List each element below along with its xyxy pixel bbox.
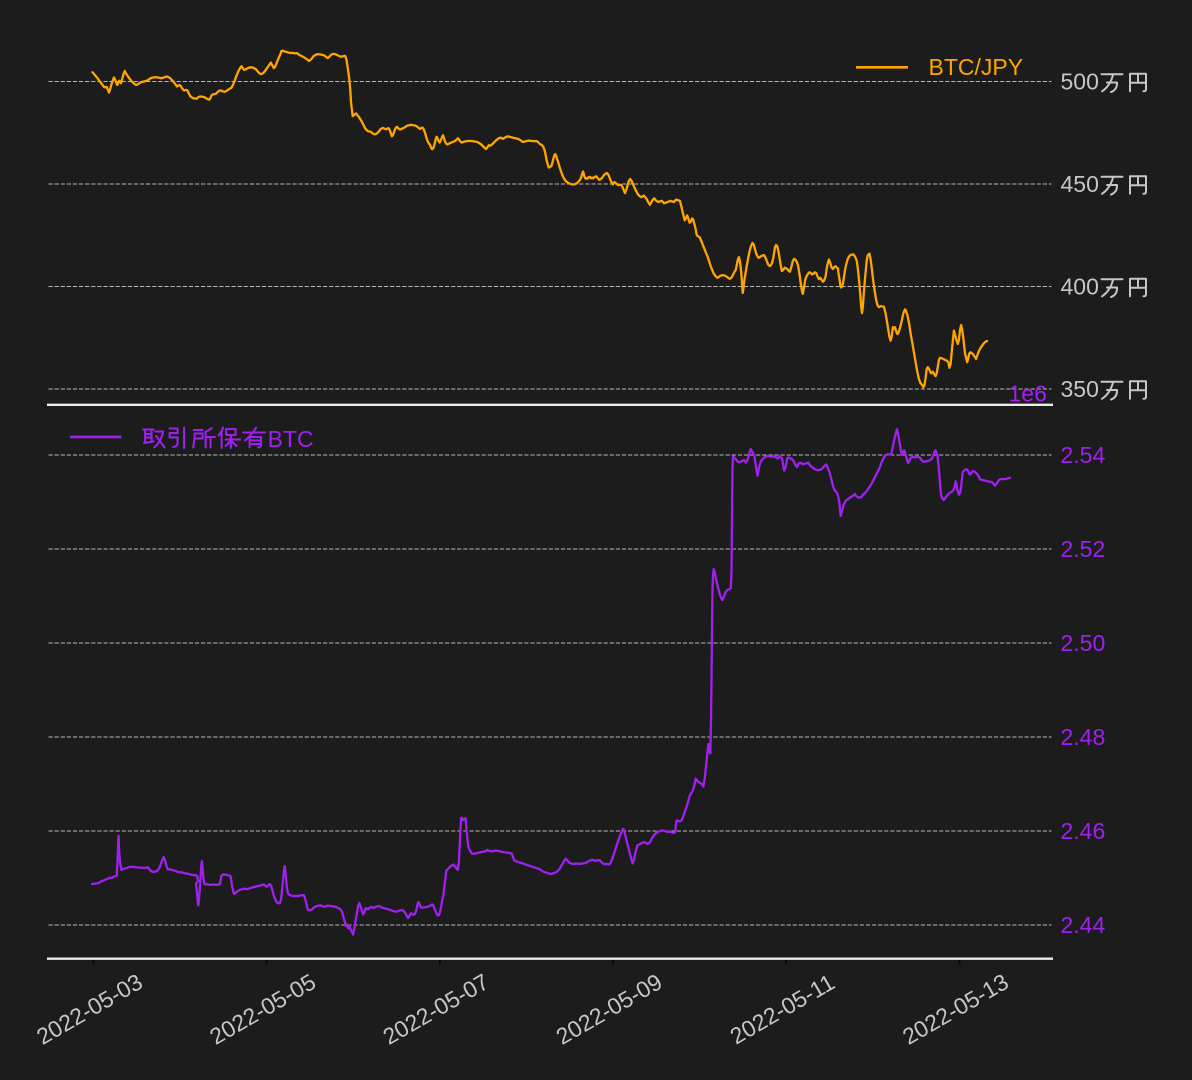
svg-text:2.46: 2.46 [1061, 818, 1106, 844]
svg-text:2.54: 2.54 [1061, 442, 1106, 468]
svg-text:500: 500 [1061, 69, 1099, 95]
svg-text:350: 350 [1061, 376, 1099, 402]
svg-text:2.48: 2.48 [1061, 724, 1106, 750]
svg-text:BTC: BTC [268, 426, 314, 452]
svg-text:BTC/JPY: BTC/JPY [929, 54, 1024, 80]
svg-text:1e6: 1e6 [1009, 381, 1047, 407]
svg-text:2.50: 2.50 [1061, 630, 1106, 656]
svg-text:2.52: 2.52 [1061, 536, 1106, 562]
svg-text:400: 400 [1061, 274, 1099, 300]
svg-text:450: 450 [1061, 171, 1099, 197]
svg-text:2.44: 2.44 [1061, 912, 1106, 938]
